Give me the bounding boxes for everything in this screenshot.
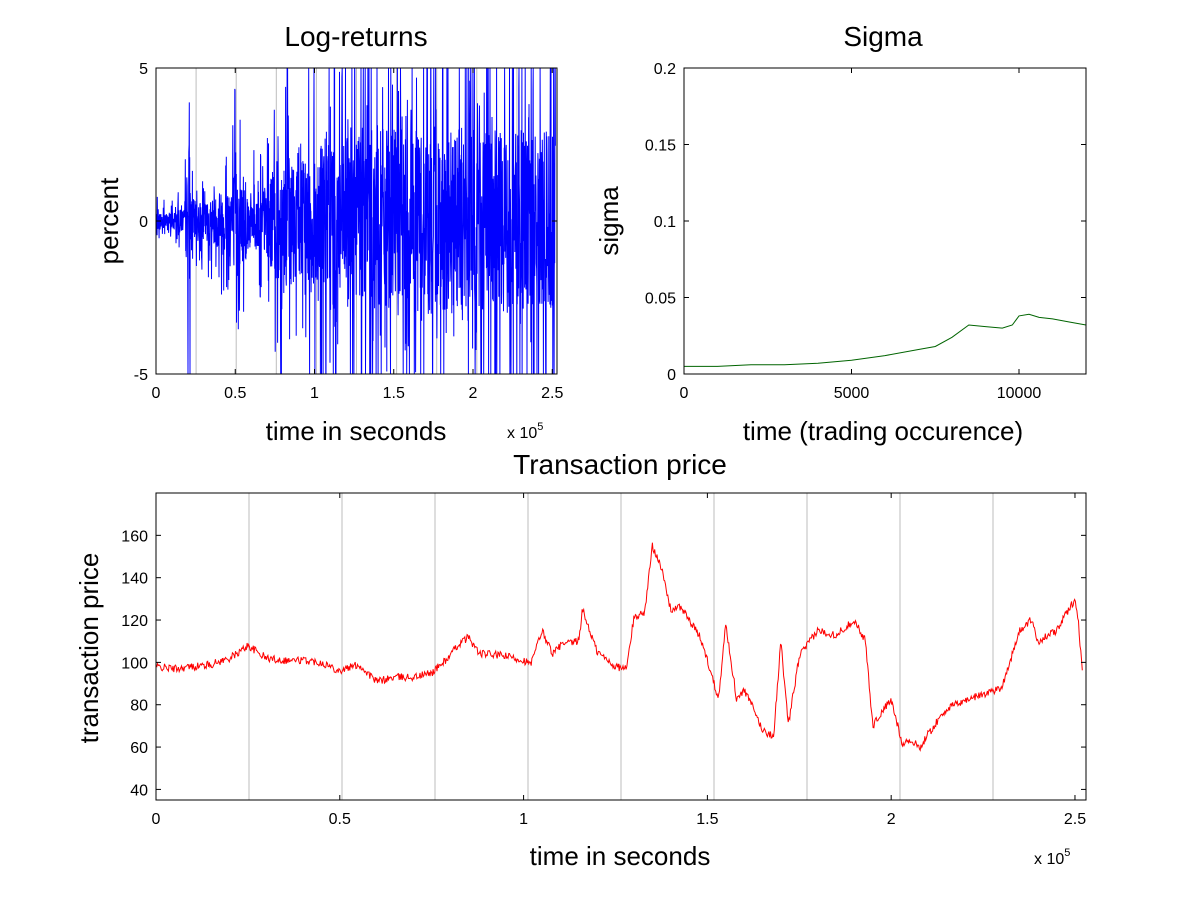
transaction-price-x-label: time in seconds bbox=[530, 841, 711, 871]
price-x-tick-label: 0 bbox=[152, 811, 161, 828]
price-y-tick-label: 100 bbox=[121, 655, 148, 672]
logret-x-tick-label: 1 bbox=[310, 385, 319, 402]
logret-x-tick-label: 1.5 bbox=[383, 385, 405, 402]
log-returns-chart: Log-returns 0 0.5 1 1.5 2 2.5 -505 time in se… bbox=[94, 21, 563, 446]
log-returns-x-label: time in seconds bbox=[266, 416, 447, 446]
transaction-price-chart: Transaction price 0 0.5 1 1.5 2 2.5 40 60 80 100… bbox=[74, 449, 1087, 871]
transaction-price-axes-box bbox=[155, 492, 1087, 801]
sigma-y-tick-label: 0 bbox=[667, 367, 676, 384]
log-returns-x-multiplier: x 105 bbox=[507, 421, 543, 442]
price-x-tick-label: 2.5 bbox=[1064, 811, 1086, 828]
sigma-y-tick-label: 0.05 bbox=[645, 291, 676, 308]
sigma-x-tick-label: 0 bbox=[680, 385, 689, 402]
transaction-price-title: Transaction price bbox=[513, 449, 727, 480]
sigma-y-tick-label: 0.15 bbox=[645, 138, 676, 155]
log-returns-y-ticks: -5 0 5 bbox=[134, 61, 557, 384]
price-x-tick-label: 1 bbox=[519, 811, 528, 828]
price-x-tick-label: 0.5 bbox=[329, 811, 351, 828]
logret-y-tick-label: -5 bbox=[134, 367, 148, 384]
sigma-y-tick-label: 0.1 bbox=[654, 214, 676, 231]
transaction-price-day-separators bbox=[248, 493, 994, 800]
sigma-y-ticks: 0 0.05 0.1 0.15 0.2 bbox=[645, 61, 1086, 384]
logret-x-tick-label: 2 bbox=[469, 385, 478, 402]
logret-y-tick-label: 0 bbox=[139, 214, 148, 231]
log-returns-x-ticks: 0 0.5 1 1.5 2 2.5 bbox=[152, 68, 563, 402]
sigma-x-tick-label: 10000 bbox=[997, 385, 1042, 402]
transaction-price-y-ticks: 40 60 80 100 120 140 160 bbox=[121, 528, 1086, 799]
sigma-series-line bbox=[684, 313, 1087, 367]
price-x-tick-label: 2 bbox=[887, 811, 896, 828]
transaction-price-x-multiplier: x 105 bbox=[1034, 847, 1070, 868]
logret-x-tick-label: 0 bbox=[152, 385, 161, 402]
price-y-tick-label: 140 bbox=[121, 571, 148, 588]
sigma-x-ticks: 0 5000 10000 bbox=[680, 68, 1042, 402]
price-y-tick-label: 160 bbox=[121, 528, 148, 545]
logret-y-tick-label: 5 bbox=[139, 61, 148, 78]
log-returns-y-label: percent bbox=[94, 177, 124, 264]
sigma-y-label: sigma bbox=[594, 186, 624, 256]
price-y-tick-label: 60 bbox=[130, 740, 148, 757]
price-y-tick-label: 40 bbox=[130, 782, 148, 799]
sigma-x-tick-label: 5000 bbox=[834, 385, 870, 402]
sigma-y-tick-label: 0.2 bbox=[654, 61, 676, 78]
transaction-price-x-ticks: 0 0.5 1 1.5 2 2.5 bbox=[152, 493, 1086, 828]
sigma-title: Sigma bbox=[843, 21, 923, 52]
log-returns-title: Log-returns bbox=[284, 21, 427, 52]
sigma-chart: Sigma 0 5000 10000 0 0.05 0.1 0.15 0.2 time (t… bbox=[594, 21, 1087, 446]
transaction-price-y-label: transaction price bbox=[74, 553, 104, 744]
logret-x-tick-label: 2.5 bbox=[541, 385, 563, 402]
price-y-tick-label: 80 bbox=[130, 698, 148, 715]
log-returns-series-line bbox=[155, 67, 556, 375]
transaction-price-series-line bbox=[155, 542, 1083, 752]
sigma-x-label: time (trading occurence) bbox=[743, 416, 1023, 446]
price-y-tick-label: 120 bbox=[121, 613, 148, 630]
logret-x-tick-label: 0.5 bbox=[224, 385, 246, 402]
price-x-tick-label: 1.5 bbox=[696, 811, 718, 828]
